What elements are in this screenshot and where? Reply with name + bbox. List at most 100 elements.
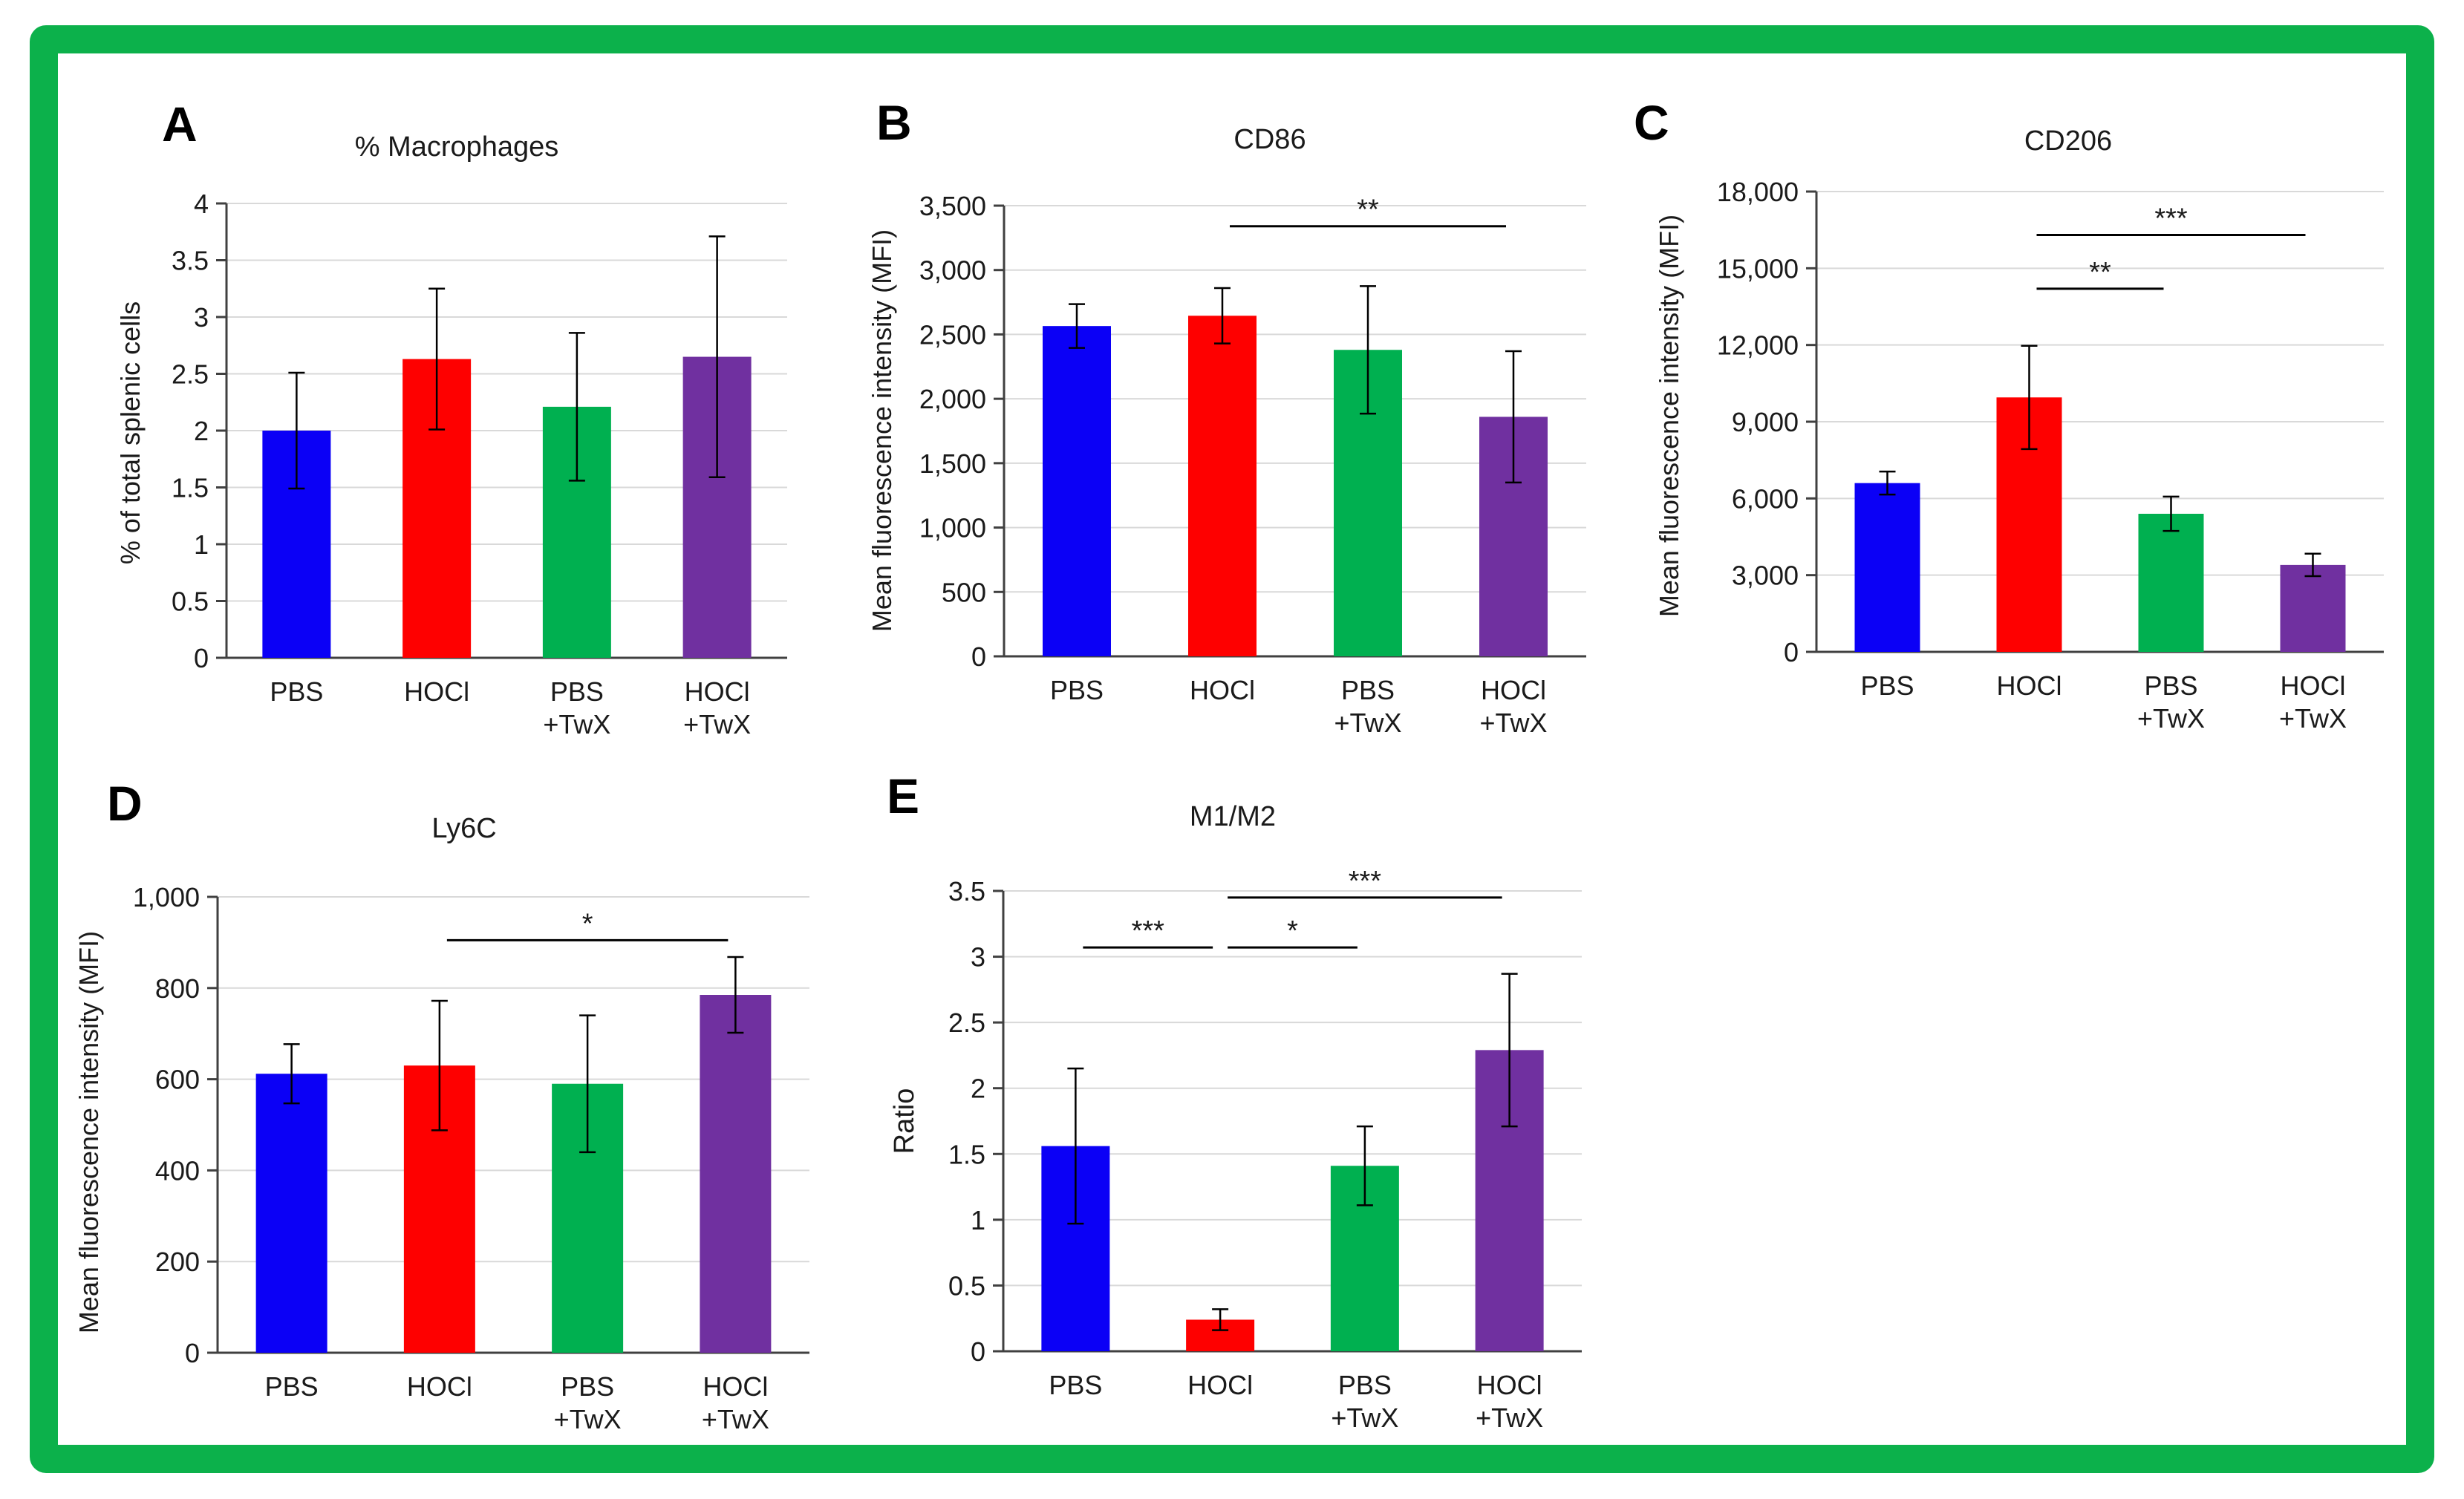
x-tick-label-line: HOCl [1187,1370,1253,1400]
y-tick-label: 3 [971,942,985,973]
x-tick-label: PBS +TwX [554,1371,622,1434]
x-tick-label-line: HOCl [685,676,750,707]
y-tick-label: 4 [194,189,209,219]
y-tick-label: 1,000 [919,513,986,543]
x-tick-label: HOCl +TwX [1476,1370,1543,1433]
x-tick-label: PBS [265,1371,319,1402]
y-tick-label: 0.5 [948,1270,985,1301]
chart-title-a: % Macrophages [355,131,559,163]
chart-panel-a: A % Macrophages % of total splenic cells… [115,97,787,739]
bar [700,995,772,1353]
x-tick-label: HOCl +TwX [1479,675,1547,738]
y-tick-label: 3,000 [919,255,986,286]
x-tick-label: HOCl +TwX [702,1371,769,1434]
x-tick-label: PBS [1049,1370,1102,1400]
x-tick-label-line: PBS [1050,675,1104,705]
chart-title-e: M1/M2 [1190,801,1276,832]
y-axis-label-d: Mean fluorescence intensity (MFI) [74,931,104,1333]
y-tick-label: 400 [155,1155,200,1186]
y-tick-label: 3 [194,302,209,333]
x-tick-label-line: HOCl [404,676,469,707]
chart-panel-d: D Ly6C Mean fluorescence intensity (MFI)… [74,776,809,1434]
x-tick-label: HOCl [1997,670,2062,701]
x-tick-label: HOCl +TwX [2279,670,2347,734]
x-tick-label-line: PBS [1338,1370,1392,1400]
x-tick-label-line: HOCl [1481,675,1546,705]
y-tick-label: 0 [1784,637,1799,667]
x-tick-label-line: +TwX [1331,1402,1398,1433]
y-tick-label: 1.5 [948,1139,985,1169]
chart-panel-c: C CD206 Mean fluorescence intensity (MFI… [1634,95,2384,734]
y-tick-label: 2.5 [172,359,209,390]
y-tick-label: 1 [194,529,209,560]
y-tick-label: 0 [194,643,209,673]
x-tick-label: PBS [1050,675,1104,705]
x-tick-label-line: +TwX [702,1404,769,1434]
y-axis-label-c: Mean fluorescence intensity (MFI) [1654,215,1684,617]
y-tick-label: 0 [185,1338,200,1368]
x-tick-label-line: HOCl [1190,675,1255,705]
x-tick-label: PBS +TwX [543,676,610,739]
bar [1043,326,1111,656]
y-tick-label: 0.5 [172,587,209,617]
significance-label: ** [2089,257,2111,288]
x-tick-label-line: +TwX [1479,708,1547,738]
y-axis-label-a: % of total splenic cells [115,301,146,564]
x-tick-label-line: +TwX [1334,708,1401,738]
x-tick-label: HOCl [1190,675,1255,705]
panel-label-a: A [162,97,198,151]
x-tick-label-line: +TwX [683,709,751,739]
y-tick-label: 3.5 [948,876,985,907]
y-tick-label: 0 [971,641,986,672]
x-tick-label-line: PBS [270,676,323,707]
x-tick-label: HOCl [404,676,469,707]
y-axis-label-b: Mean fluorescence intensity (MFI) [867,229,897,632]
x-tick-label: PBS [1860,670,1914,701]
x-tick-label-line: PBS [1860,670,1914,701]
y-tick-label: 15,000 [1717,253,1799,284]
bar [2138,514,2204,652]
significance-label: * [582,908,593,939]
y-tick-label: 2.5 [948,1008,985,1038]
x-tick-label-line: +TwX [2137,703,2205,734]
y-tick-label: 3,000 [1732,561,1799,591]
x-tick-label-line: HOCl [2281,670,2346,701]
x-tick-label: HOCl [1187,1370,1253,1400]
y-tick-label: 0 [971,1336,985,1367]
y-tick-label: 200 [155,1247,200,1277]
x-tick-label-line: PBS [265,1371,319,1402]
significance-label: *** [1349,866,1382,897]
bar [1188,316,1257,656]
significance-label: *** [2154,203,2188,235]
x-tick-label-line: +TwX [2279,703,2347,734]
x-tick-label: HOCl +TwX [683,676,751,739]
x-tick-label: HOCl [407,1371,472,1402]
y-tick-label: 2,500 [919,319,986,350]
x-tick-label: PBS [270,676,323,707]
y-tick-label: 600 [155,1065,200,1095]
chart-title-b: CD86 [1233,124,1306,155]
x-tick-label: PBS +TwX [1334,675,1401,738]
y-tick-label: 800 [155,973,200,1004]
chart-panel-b: B CD86 Mean fluorescence intensity (MFI)… [867,95,1586,738]
x-tick-label: PBS +TwX [1331,1370,1398,1433]
y-tick-label: 3,500 [919,191,986,221]
x-tick-label-line: +TwX [554,1404,622,1434]
panel-label-b: B [876,95,912,150]
y-tick-label: 1.5 [172,473,209,503]
x-tick-label-line: PBS [561,1371,614,1402]
x-tick-label-line: HOCl [703,1371,768,1402]
y-tick-label: 2 [194,416,209,446]
x-tick-label-line: PBS [1049,1370,1102,1400]
y-tick-label: 1,000 [133,882,200,912]
x-tick-label-line: PBS [1341,675,1395,705]
significance-label: *** [1132,915,1165,947]
y-tick-label: 2 [971,1074,985,1104]
y-axis-label-e: Ratio [889,1088,920,1155]
panel-label-d: D [107,776,143,831]
chart-panel-e: E M1/M2 Ratio 0 0.5 1 1.5 2 2.5 3 3.5 PBS HOCl PBS… [887,768,1582,1433]
y-tick-label: 1,500 [919,448,986,479]
bar [255,1074,327,1353]
y-tick-label: 3.5 [172,246,209,276]
x-tick-label-line: +TwX [1476,1402,1543,1433]
